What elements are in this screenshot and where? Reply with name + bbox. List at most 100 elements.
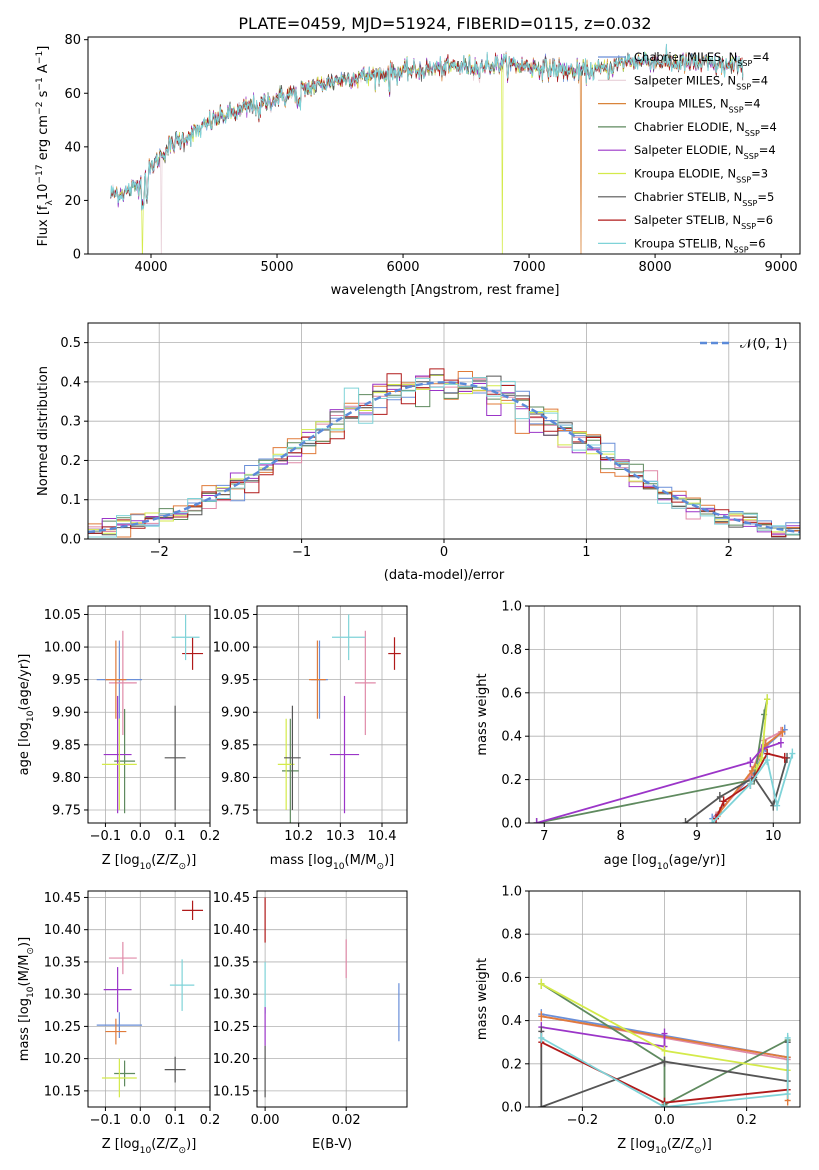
mass_vs_Z-xtick-label: 0.2 [200, 1113, 221, 1128]
mass_vs_EBV-xlabel: E(B-V) [312, 1137, 352, 1152]
weight_vs_age-ytick-label: 0.6 [501, 686, 522, 701]
spectrum-ytick-label: 20 [64, 194, 81, 209]
spectrum-axes: 4000 5000 6000 7000 8000 9000 0 20 40 60 80 PLATE=0… [35, 14, 801, 298]
normal-curve [88, 381, 800, 534]
mass_vs_Z-ytick-label: 10.15 [44, 1084, 81, 1099]
spectrum-ytick-label: 60 [64, 87, 81, 102]
residuals-legend-label: 𝒩(0, 1) [740, 337, 787, 352]
residual-histograms [88, 368, 800, 538]
weight_vs_age-ylabel: mass weight [475, 673, 490, 755]
age_vs_Z-ytick-label: 10.05 [44, 608, 81, 623]
mass_vs_Z-frame [87, 890, 211, 1108]
legend-label-4: Salpeter ELODIE, NSSP=4 [634, 143, 776, 161]
weight_vs_age-axes: 7 8 9 10 0.0 0.2 0.4 0.6 0.8 1.0 age [log10(age/yr… [475, 600, 801, 872]
weight_vs_Z-series-8 [540, 1037, 789, 1107]
mass_vs_EBV-ytick-label: 10.25 [213, 1020, 250, 1035]
mass_vs_EBV-ytick-label: 10.35 [213, 955, 250, 970]
residuals-ylabel: Normed distribution [36, 366, 51, 496]
residuals-ytick-label: 0.3 [60, 415, 81, 430]
weight_vs_age-series-4 [536, 741, 782, 823]
age_vs_Z-ytick-label: 9.95 [52, 673, 81, 688]
legend-label-1: Salpeter MILES, NSSP=4 [634, 73, 768, 91]
mass_vs_Z-xtick-label: 0.0 [130, 1113, 151, 1128]
legend-label-8: Kroupa STELIB, NSSP=6 [634, 236, 766, 254]
residuals-axes: −2 −1 0 1 2 0.0 0.1 0.2 0.3 0.4 0.5 (data-model)/er… [36, 322, 801, 583]
weight_vs_age-xtick-label: 8 [616, 829, 624, 844]
legend-label-0: Chabrier MILES, NSSP=4 [634, 50, 769, 68]
age_vs_mass-ytick-label: 9.80 [221, 771, 250, 786]
mass_vs_Z-axes: −0.1 0.0 0.1 0.2 10.15 10.20 10.25 10.30 10.35 10… [17, 890, 221, 1156]
weight_vs_Z-xtick-label: 0.2 [736, 1113, 757, 1128]
residuals-xtick-label: 1 [582, 545, 590, 560]
age_vs_mass-axes: 10.2 10.3 10.4 9.75 9.80 9.85 9.90 9.95 10.00 10.… [213, 605, 408, 872]
residuals-ytick-label: 0.4 [60, 375, 81, 390]
mass_vs_EBV-ytick-label: 10.45 [213, 891, 250, 906]
weight_vs_age-series-3 [536, 699, 769, 823]
residuals-ytick-label: 0.0 [60, 533, 81, 548]
spectrum-ylabel: Flux [fλ10−17 erg cm−2 s−1 A−1] [35, 46, 55, 247]
weight_vs_Z-ytick-label: 1.0 [501, 885, 522, 900]
figure-title: PLATE=0459, MJD=51924, FIBERID=0115, z=0… [238, 14, 651, 33]
age_vs_Z-ytick-label: 9.75 [52, 803, 81, 818]
mass_vs_EBV-ytick-label: 10.15 [213, 1084, 250, 1099]
residuals-xtick-label: 0 [440, 545, 448, 560]
weight_vs_age-ytick-label: 0.0 [501, 817, 522, 832]
age_vs_mass-ytick-label: 9.85 [221, 738, 250, 753]
legend-label-5: Kroupa ELODIE, NSSP=3 [634, 167, 768, 185]
weight_vs_Z-series-3 [540, 983, 789, 1107]
weight_vs_age-ytick-label: 0.8 [501, 643, 522, 658]
age_vs_Z-ytick-label: 9.90 [52, 706, 81, 721]
weight_vs_age-ytick-label: 0.2 [501, 773, 522, 788]
weight_vs_Z-frame [528, 890, 801, 1108]
mass_vs_EBV-ytick-label: 10.20 [213, 1052, 250, 1067]
age_vs_mass-xtick-label: 10.3 [326, 829, 355, 844]
mass_vs_Z-ytick-label: 10.40 [44, 923, 81, 938]
weight_vs_age-xtick-label: 9 [693, 829, 701, 844]
age_vs_Z-xtick-label: 0.1 [165, 829, 186, 844]
residuals-xtick-label: −2 [150, 545, 169, 560]
weight_vs_Z-axes: −0.2 0.0 0.2 0.0 0.2 0.4 0.6 0.8 1.0 Z [log10(Z/Z… [475, 885, 801, 1156]
residuals-ytick-label: 0.1 [60, 493, 81, 508]
weight_vs_Z-xlabel: Z [log10(Z/Z⊙)] [617, 1137, 712, 1156]
age_vs_Z-ytick-label: 10.00 [44, 641, 81, 656]
spectrum-ytick-label: 0 [73, 248, 81, 263]
weight_vs_Z-xtick-label: 0.0 [654, 1113, 675, 1128]
mass_vs_Z-ytick-label: 10.35 [44, 955, 81, 970]
age_vs_mass-ytick-label: 9.95 [221, 673, 250, 688]
age_vs_Z-ytick-label: 9.85 [52, 738, 81, 753]
weight_vs_Z-ytick-label: 0.8 [501, 928, 522, 943]
weight_vs_Z-xtick-label: −0.2 [567, 1113, 599, 1128]
weight_vs_Z-ytick-label: 0.2 [501, 1057, 522, 1072]
age_vs_Z-xtick-label: −0.1 [90, 829, 122, 844]
spectrum-legend: Chabrier MILES, NSSP=4 Salpeter MILES, NS… [598, 50, 777, 254]
age_vs_mass-frame [256, 605, 408, 824]
age_vs_mass-xtick-label: 10.2 [284, 829, 313, 844]
weight_vs_age-lines [533, 694, 796, 823]
residuals-ytick-label: 0.5 [60, 336, 81, 351]
spectrum-xtick-label: 4000 [134, 260, 167, 275]
spectrum-lines [110, 43, 744, 254]
age_vs_mass-ytick-label: 9.75 [221, 803, 250, 818]
age_vs_Z-frame [87, 605, 211, 824]
legend-label-3: Chabrier ELODIE, NSSP=4 [634, 120, 777, 138]
mass_vs_EBV-points [264, 897, 400, 1098]
weight_vs_Z-ytick-label: 0.4 [501, 1014, 522, 1029]
weight_vs_Z-ylabel: mass weight [475, 958, 490, 1040]
age_vs_mass-ytick-label: 10.05 [213, 608, 250, 623]
spectrum-series-8 [110, 43, 744, 211]
weight_vs_age-series-8 [711, 753, 794, 823]
mass_vs_EBV-ytick-label: 10.40 [213, 923, 250, 938]
mass_vs_Z-ytick-label: 10.45 [44, 891, 81, 906]
mass_vs_Z-xtick-label: −0.1 [90, 1113, 122, 1128]
age_vs_mass-points [277, 614, 401, 823]
residuals-xtick-label: −1 [292, 545, 311, 560]
mass_vs_Z-ylabel: mass [log10(M/M⊙)] [17, 937, 36, 1061]
age_vs_Z-ytick-label: 9.80 [52, 771, 81, 786]
mass_vs_EBV-xtick-label: 0.02 [332, 1113, 361, 1128]
age_vs_mass-ytick-label: 9.90 [221, 706, 250, 721]
mass_vs_Z-xlabel: Z [log10(Z/Z⊙)] [102, 1137, 197, 1156]
weight_vs_Z-lines [538, 978, 791, 1107]
mass_vs_Z-points [96, 900, 204, 1098]
spectrum-xtick-label: 6000 [386, 260, 419, 275]
spectrum-xlabel: wavelength [Angstrom, rest frame] [331, 283, 560, 298]
